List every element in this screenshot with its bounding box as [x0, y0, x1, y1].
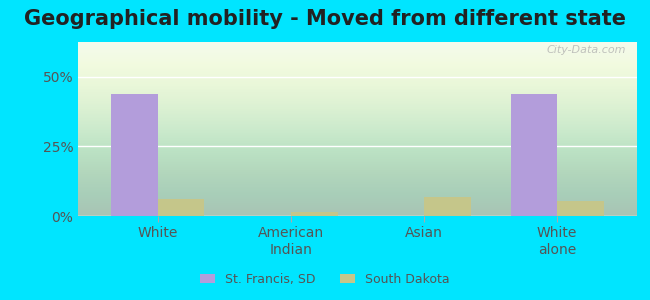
Bar [510, 94, 557, 216]
Text: Geographical mobility - Moved from different state: Geographical mobility - Moved from diffe… [24, 9, 626, 29]
Bar [158, 199, 205, 216]
Bar [557, 201, 604, 216]
Text: City-Data.com: City-Data.com [546, 46, 626, 56]
Bar [424, 196, 471, 216]
Bar [291, 212, 337, 216]
Legend: St. Francis, SD, South Dakota: St. Francis, SD, South Dakota [195, 268, 455, 291]
Bar [111, 94, 158, 216]
